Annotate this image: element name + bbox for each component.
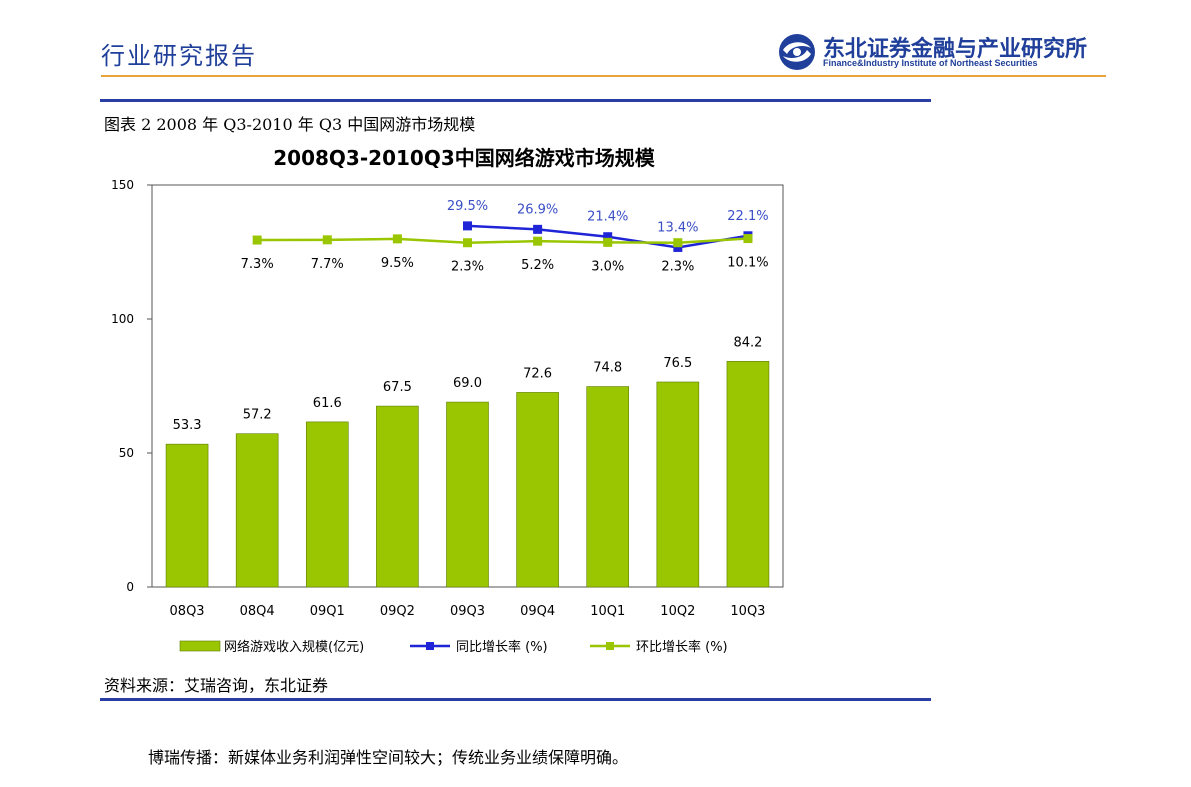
series-2-marker (743, 234, 753, 244)
bar-value-label: 67.5 (383, 380, 412, 395)
legend-label-1: 同比增长率 (%) (456, 639, 548, 655)
bar-08Q3 (165, 443, 209, 588)
series-line-2 (257, 237, 749, 244)
series-2-data-label: 5.2% (521, 258, 554, 273)
northeast-securities-logo-icon (779, 34, 815, 70)
logo-name-cn: 东北证券金融与产业研究所 (823, 37, 1088, 62)
series-1-data-label: 21.4% (587, 210, 628, 225)
series-1-marker (603, 232, 613, 242)
legend-marker-2 (606, 642, 614, 650)
series-1-marker (463, 221, 472, 231)
series-2-marker (392, 234, 402, 244)
x-tick-label: 10Q3 (730, 604, 765, 619)
legend-label-bar: 网络游戏收入规模(亿元) (224, 639, 364, 655)
y-tick-label: 100 (111, 312, 134, 326)
bar-09Q1 (305, 421, 349, 588)
series-2-marker (533, 236, 543, 246)
series-2-data-label: 3.0% (591, 259, 624, 274)
bar-10Q2 (656, 381, 700, 588)
chart-legend: 网络游戏收入规模(亿元) 同比增长率 (%) 环比增长率 (%) (179, 639, 728, 655)
source-note: 资料来源：艾瑞咨询，东北证券 (104, 676, 329, 695)
x-tick-label: 08Q4 (240, 604, 275, 619)
figure-top-rule (100, 99, 931, 102)
legend-label-2: 环比增长率 (%) (636, 639, 728, 655)
x-tick-label: 09Q4 (520, 604, 555, 619)
series-2-data-label: 9.5% (381, 256, 414, 271)
series-2-data-label: 7.7% (311, 257, 344, 272)
y-tick-label: 150 (111, 178, 134, 192)
report-header-title: 行业研究报告 (101, 42, 257, 70)
bar-value-label: 57.2 (243, 408, 272, 423)
series-1-data-label: 26.9% (517, 202, 558, 217)
series-2-data-label: 10.1% (727, 256, 768, 271)
series-2-marker (603, 237, 613, 247)
x-tick-label: 10Q2 (660, 604, 695, 619)
header-divider (101, 75, 1106, 77)
plot-area: 0 50 100 150 53.3 57.2 61.6 67.5 69.0 72.6 74.8 76.… (111, 178, 784, 619)
series-1-marker (673, 242, 683, 252)
series-2-data-label: 2.3% (661, 260, 694, 275)
bar-09Q3 (446, 401, 489, 588)
x-tick-label: 08Q3 (170, 604, 205, 619)
bar-value-label: 72.6 (523, 366, 552, 381)
figure-bottom-rule (100, 698, 931, 701)
series-2-marker (463, 238, 472, 248)
series-1-data-label: 13.4% (657, 220, 698, 235)
bar-value-label: 69.0 (453, 376, 482, 391)
x-tick-label: 09Q2 (380, 604, 415, 619)
bar-value-label: 76.5 (663, 356, 692, 371)
x-tick-label: 10Q1 (590, 604, 625, 619)
bar-08Q4 (235, 433, 279, 588)
y-tick-label: 0 (126, 580, 134, 594)
market-size-chart: 2008Q3-2010Q3中国网络游戏市场规模 0 50 100 150 53.3 57.… (111, 146, 784, 655)
bar-value-label: 74.8 (593, 361, 622, 376)
bar-09Q4 (516, 392, 559, 588)
bar-value-label: 84.2 (733, 335, 762, 350)
series-2-marker (322, 235, 332, 245)
y-tick-label: 50 (119, 446, 134, 460)
bar-10Q3 (726, 361, 770, 588)
bar-10Q1 (586, 386, 630, 588)
bar-value-label: 53.3 (173, 418, 202, 433)
figure-caption: 图表 2 2008 年 Q3-2010 年 Q3 中国网游市场规模 (104, 115, 476, 134)
company-logo: 东北证券金融与产业研究所 Finance&Industry Institute … (773, 30, 1093, 78)
series-1-data-label: 22.1% (727, 209, 768, 224)
x-tick-label: 09Q3 (450, 604, 485, 619)
series-2-data-label: 7.3% (241, 257, 274, 272)
bar-value-label: 61.6 (313, 396, 342, 411)
logo-name-en: Finance&Industry Institute of Northeast … (823, 58, 1038, 68)
series-1-marker (533, 224, 543, 234)
legend-marker-1 (426, 642, 434, 650)
x-tick-label: 09Q1 (310, 604, 345, 619)
legend-swatch-bar (179, 640, 221, 652)
body-paragraph: 博瑞传播：新媒体业务利润弹性空间较大；传统业务业绩保障明确。 (148, 748, 629, 767)
series-2-marker (252, 235, 262, 245)
series-2-marker (673, 238, 683, 248)
series-2-data-label: 2.3% (451, 260, 484, 275)
series-1-data-label: 29.5% (447, 199, 488, 214)
bar-09Q2 (376, 405, 419, 588)
chart-title: 2008Q3-2010Q3中国网络游戏市场规模 (273, 146, 655, 170)
